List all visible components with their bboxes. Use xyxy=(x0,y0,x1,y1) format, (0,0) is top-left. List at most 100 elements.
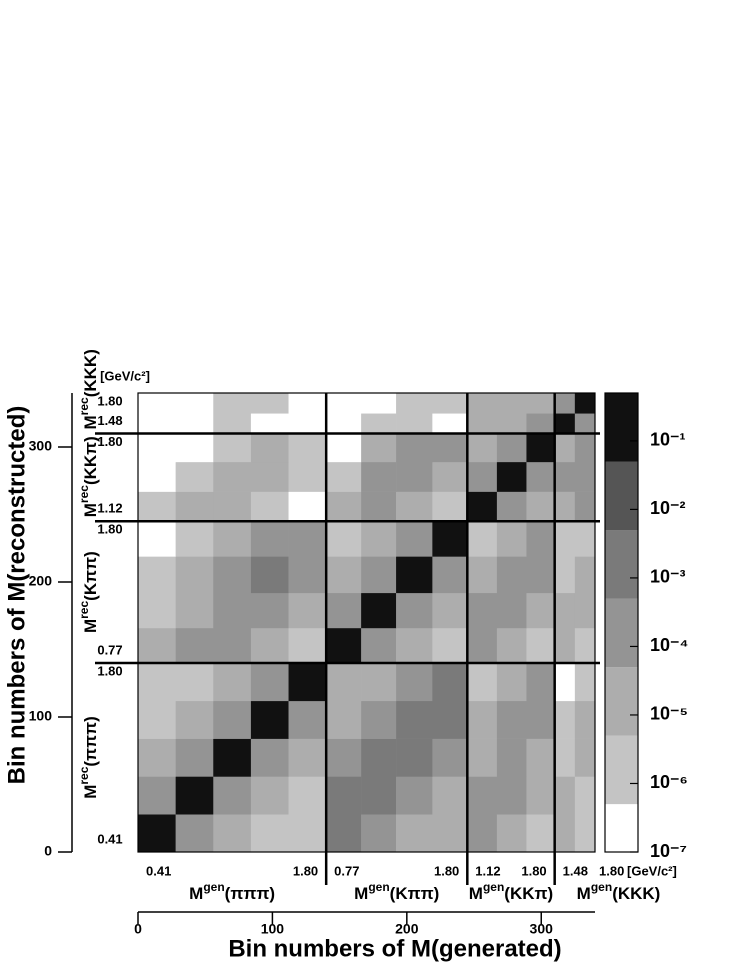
plot-frame xyxy=(137,392,596,853)
heatmap-cell xyxy=(554,663,576,702)
heatmap-cell xyxy=(361,700,397,739)
heatmap-cell xyxy=(250,556,289,594)
heatmap-cell xyxy=(526,776,555,815)
heatmap-cell xyxy=(138,461,176,492)
heatmap-cell xyxy=(396,592,433,629)
heatmap-cell xyxy=(467,627,498,664)
heatmap-cell xyxy=(396,393,433,414)
x-tick-label: 200 xyxy=(395,921,419,937)
channel-name: (KKπ) xyxy=(81,436,100,485)
heatmap-cell xyxy=(574,738,596,777)
heatmap-cell xyxy=(250,814,289,853)
superscript: rec xyxy=(77,397,91,415)
heatmap-cell xyxy=(526,738,555,777)
superscript: gen xyxy=(483,880,504,894)
mass-symbol: M xyxy=(81,619,100,633)
heatmap-cell xyxy=(574,814,596,853)
superscript: gen xyxy=(203,880,224,894)
heatmap-cell xyxy=(250,433,289,463)
x-range-label: 1.80 xyxy=(599,863,624,878)
colorbar-tick-label: 10⁻¹ xyxy=(650,430,686,450)
heatmap-cell xyxy=(138,814,176,853)
heatmap-cell xyxy=(467,461,498,492)
heatmap-cell xyxy=(574,776,596,815)
heatmap-cell xyxy=(496,627,527,664)
heatmap-cell xyxy=(396,461,433,492)
y-range-label: 1.80 xyxy=(97,393,122,408)
heatmap-cell xyxy=(467,521,498,557)
heatmap-cell xyxy=(326,491,362,522)
heatmap-cell xyxy=(250,592,289,629)
channel-name: (KKK) xyxy=(612,884,660,903)
heatmap-cell xyxy=(213,776,252,815)
x-range-label: 0.41 xyxy=(146,863,171,878)
colorbar-frame xyxy=(604,392,639,853)
heatmap-cell xyxy=(574,700,596,739)
heatmap-cell xyxy=(288,433,327,463)
heatmap-cell xyxy=(288,627,327,664)
mass-symbol: M xyxy=(81,503,100,517)
heatmap-cell xyxy=(175,627,214,664)
heatmap-cell xyxy=(526,627,555,664)
heatmap-cell xyxy=(496,491,527,522)
y-tick-label: 300 xyxy=(29,438,53,454)
heatmap-cell xyxy=(396,491,433,522)
heatmap-cell xyxy=(138,592,176,629)
heatmap-cell xyxy=(574,413,596,434)
heatmap-cell xyxy=(175,663,214,702)
heatmap-cell xyxy=(467,700,498,739)
y-range-label: 0.41 xyxy=(97,831,122,846)
y-tick-label: 200 xyxy=(29,573,53,589)
heatmap-cell xyxy=(432,592,468,629)
heatmap-cell xyxy=(496,461,527,492)
heatmap-cell xyxy=(361,556,397,594)
colorbar-band xyxy=(605,393,638,462)
heatmap-cell xyxy=(326,521,362,557)
heatmap-cell xyxy=(496,738,527,777)
heatmap-cell xyxy=(361,814,397,853)
heatmap-cell xyxy=(213,521,252,557)
x-tick-label: 300 xyxy=(530,921,554,937)
heatmap-cell xyxy=(361,738,397,777)
x-range-label: 0.77 xyxy=(334,863,359,878)
heatmap-cell xyxy=(496,413,527,434)
heatmap-cell xyxy=(496,663,527,702)
heatmap-cell xyxy=(288,700,327,739)
colorbar-band xyxy=(605,461,638,531)
heatmap-cell xyxy=(138,700,176,739)
x-range-label: 1.80 xyxy=(293,863,318,878)
channel-name: (Kππ) xyxy=(390,884,440,903)
heatmap-cell xyxy=(250,738,289,777)
heatmap-cell xyxy=(574,433,596,463)
heatmap-cell xyxy=(138,556,176,594)
heatmap-cell xyxy=(213,556,252,594)
heatmap-cell xyxy=(526,521,555,557)
x-range-label: 1.48 xyxy=(563,863,588,878)
heatmap-cell xyxy=(526,814,555,853)
heatmap-cell xyxy=(396,521,433,557)
heatmap-cell xyxy=(396,433,433,463)
heatmap-cell xyxy=(326,814,362,853)
heatmap-cell xyxy=(554,592,576,629)
gen-channel-label: Mgen(KKπ) xyxy=(469,880,553,903)
heatmap-cell xyxy=(326,413,362,434)
superscript: rec xyxy=(77,485,91,503)
heatmap-cell xyxy=(326,738,362,777)
heatmap-cell xyxy=(175,393,214,414)
heatmap-cell xyxy=(554,433,576,463)
rec-channel-label: Mrec(KKK) xyxy=(77,349,100,429)
heatmap-cell xyxy=(213,413,252,434)
x-axis-title: Bin numbers of M(generated) xyxy=(228,935,561,962)
heatmap-cell xyxy=(467,413,498,434)
heatmap-cell xyxy=(288,521,327,557)
heatmap-cell xyxy=(432,393,468,414)
colorbar-band xyxy=(605,667,638,736)
heatmap-cell xyxy=(288,491,327,522)
heatmap-cell xyxy=(361,592,397,629)
heatmap-cell xyxy=(250,627,289,664)
y-tick-label: 0 xyxy=(44,843,52,859)
superscript: gen xyxy=(591,880,612,894)
heatmap-cell xyxy=(213,738,252,777)
heatmap-cell xyxy=(526,700,555,739)
heatmap-cell xyxy=(396,700,433,739)
